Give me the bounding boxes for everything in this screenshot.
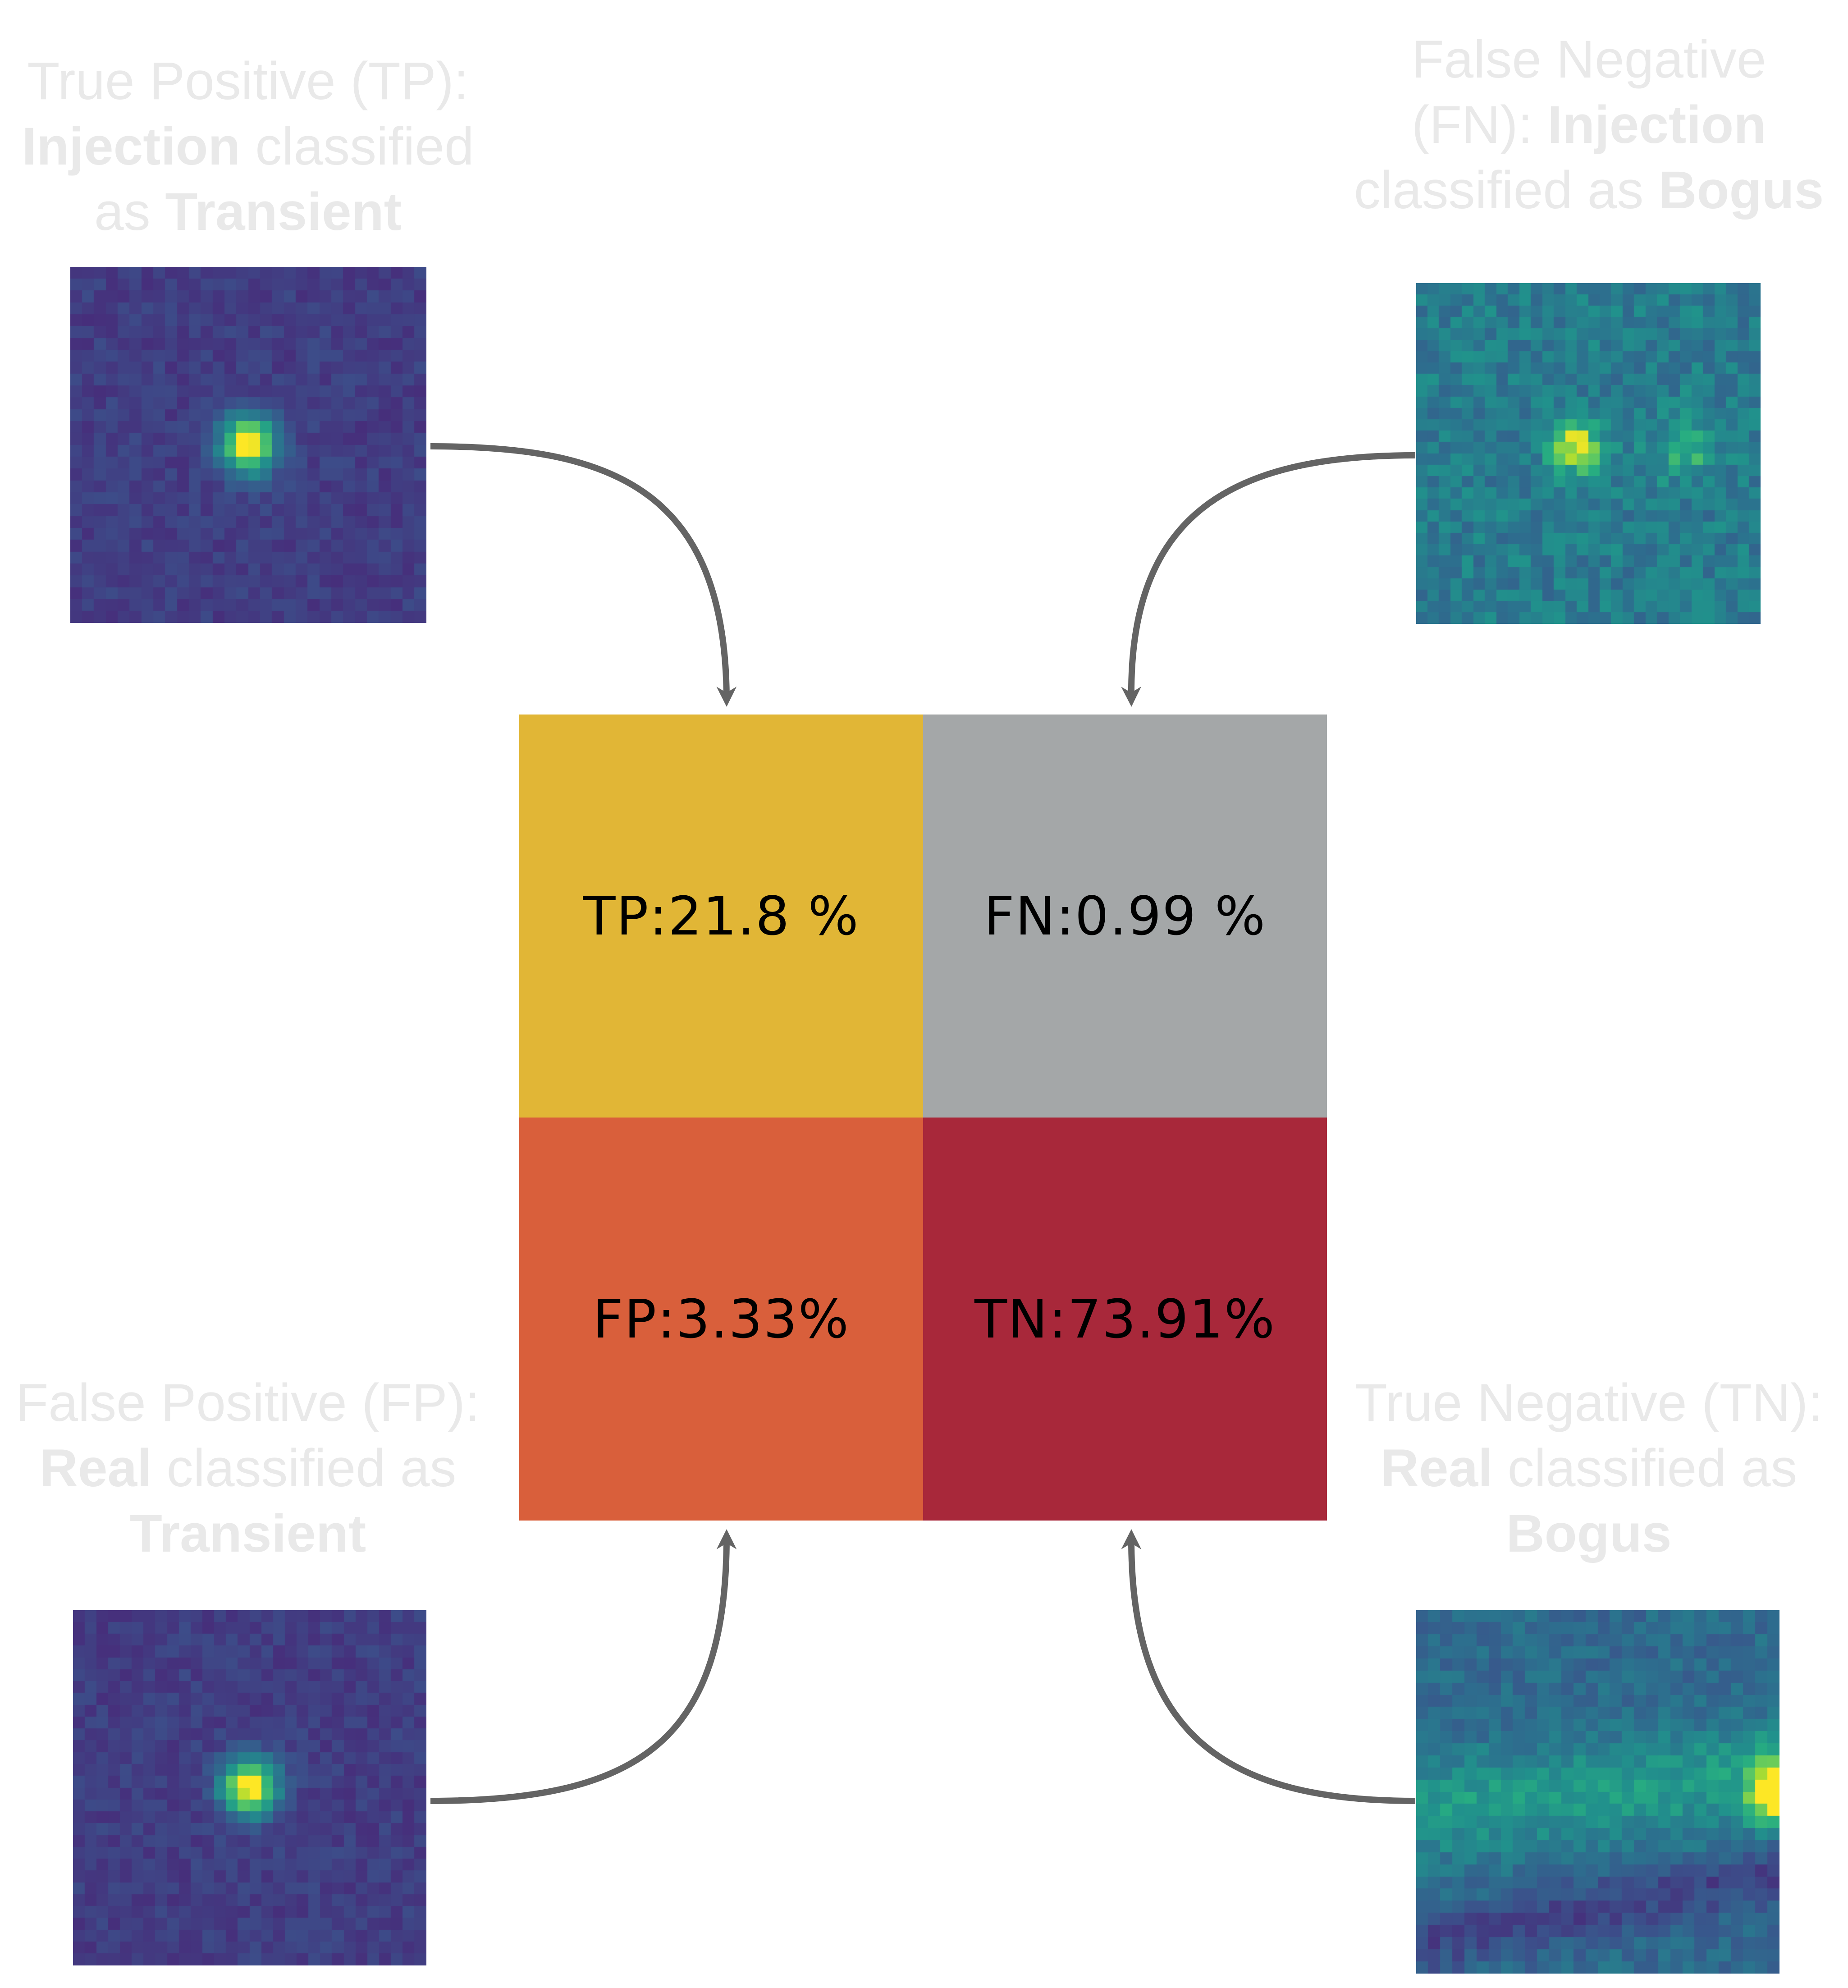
caption-fn-bold2: Bogus (1658, 160, 1824, 220)
confusion-matrix: TP:21.8 % FN:0.99 % FP:3.33% TN:73.91% (519, 715, 1327, 1521)
caption-true-positive: True Positive (TP): Injection classified… (0, 49, 496, 245)
caption-fn-bold1: Injection (1547, 95, 1766, 155)
thumbnail-true-negative (1416, 1610, 1779, 1974)
matrix-cell-tp: TP:21.8 % (519, 715, 923, 1118)
caption-tp-line3: as (94, 182, 165, 242)
caption-fp-mid: classified as (151, 1438, 457, 1498)
caption-tp-bold2: Transient (165, 182, 402, 242)
matrix-cell-fn-label: FN:0.99 % (983, 885, 1267, 947)
matrix-cell-fn: FN:0.99 % (923, 715, 1327, 1118)
arrow-tn-to-matrix (1121, 1529, 1416, 1804)
caption-fn-mid: classified as (1354, 160, 1659, 220)
caption-fn-line1: False Negative (1411, 30, 1766, 89)
caption-true-negative: True Negative (TN): Real classified as B… (1330, 1370, 1848, 1567)
arrow-tp-to-matrix (430, 443, 737, 707)
caption-false-negative: False Negative (FN): Injection classifie… (1330, 27, 1848, 223)
caption-tn-bold1: Real (1380, 1438, 1493, 1498)
caption-tn-bold2: Bogus (1506, 1504, 1672, 1563)
caption-tp-line1: True Positive (TP): (27, 51, 469, 111)
arrow-fn-to-matrix (1121, 452, 1416, 707)
matrix-cell-tp-label: TP:21.8 % (583, 885, 860, 947)
caption-fn-line2: (FN): (1411, 95, 1548, 155)
matrix-cell-fp-label: FP:3.33% (593, 1288, 850, 1350)
caption-false-positive: False Positive (FP): Real classified as … (0, 1370, 496, 1567)
caption-fp-bold1: Real (39, 1438, 152, 1498)
thumbnail-false-positive (73, 1610, 426, 1965)
caption-tn-line1: True Negative (TN): (1354, 1373, 1823, 1433)
thumbnail-true-positive (70, 267, 426, 623)
caption-tn-mid: classified as (1492, 1438, 1798, 1498)
matrix-cell-tn: TN:73.91% (923, 1118, 1327, 1521)
caption-tp-mid: classified (240, 117, 474, 176)
caption-tp-bold1: Injection (22, 117, 241, 176)
caption-fp-line1: False Positive (FP): (16, 1373, 480, 1433)
matrix-cell-fp: FP:3.33% (519, 1118, 923, 1521)
matrix-cell-tn-label: TN:73.91% (974, 1288, 1276, 1350)
caption-fp-bold2: Transient (129, 1504, 366, 1563)
arrow-fp-to-matrix (430, 1529, 737, 1804)
thumbnail-false-negative (1416, 283, 1761, 624)
